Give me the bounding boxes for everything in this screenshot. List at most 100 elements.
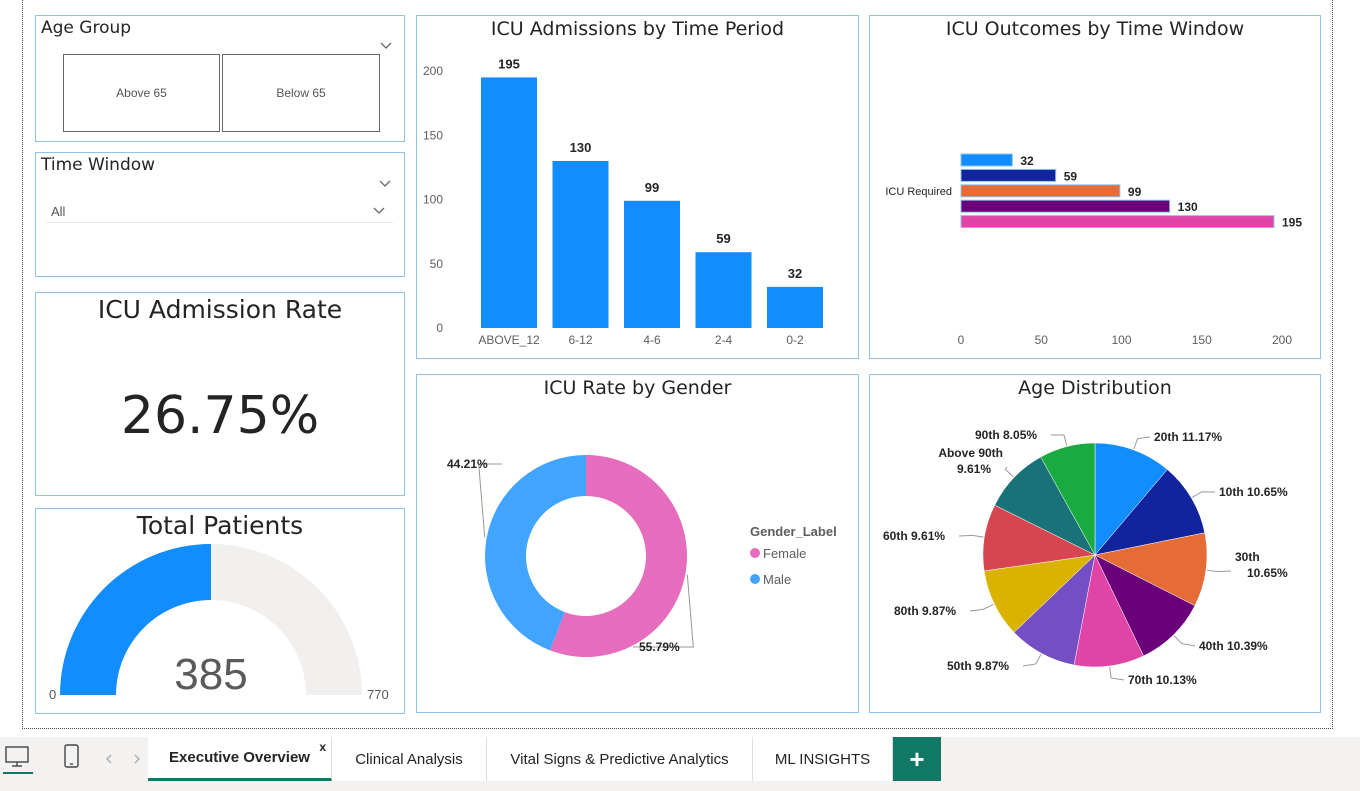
pie-slice[interactable] xyxy=(1094,442,1168,556)
age-distribution-pie-chart: 20th 11.17% 10th 10.65% 30th 10.65% 40th 10.… xyxy=(883,428,1288,687)
close-icon[interactable]: x xyxy=(319,740,326,754)
chevron-right-icon[interactable] xyxy=(130,737,144,777)
total-patients-card: Total Patients 385 0 770 xyxy=(35,508,405,714)
leader-line xyxy=(633,574,694,648)
bar[interactable] xyxy=(552,160,609,328)
x-tick-label: 0 xyxy=(958,333,965,347)
gauge-title: Total Patients xyxy=(136,511,304,540)
legend-marker xyxy=(750,548,760,558)
chart-title: Age Distribution xyxy=(1018,377,1172,399)
time-window-slicer: Time Window All xyxy=(35,152,405,277)
leader-line xyxy=(958,534,984,538)
leader-line xyxy=(1191,491,1216,498)
tab-label: Executive Overview xyxy=(169,749,310,766)
age-distribution-card: Age Distribution 20th 11.17% 10th 10.65% 3… xyxy=(869,374,1321,713)
add-page-button[interactable]: + xyxy=(893,737,941,781)
leader-line xyxy=(1109,666,1125,681)
gauge-chart: 385 0 770 xyxy=(49,544,389,702)
icu-admissions-bar-chart: 0 50 100 150 200 195 ABOVE_12 130 6-12 99 4-6 59 2-4… xyxy=(423,56,823,347)
tab-clinical-analysis[interactable]: Clinical Analysis xyxy=(332,737,487,781)
bar-value-label: 130 xyxy=(1178,200,1198,214)
age-group-option-below-65[interactable]: Below 65 xyxy=(222,54,380,132)
y-category-label: ICU Required xyxy=(885,186,952,198)
page-tab-bar: Executive Overview x Clinical Analysis V… xyxy=(0,737,1360,791)
report-canvas xyxy=(22,0,1333,729)
bar[interactable] xyxy=(960,153,1013,167)
legend-title: Gender_Label xyxy=(750,524,837,539)
chart-title: ICU Rate by Gender xyxy=(543,377,732,399)
time-window-selected: All xyxy=(51,204,66,219)
bar-value-label: 32 xyxy=(1020,154,1034,168)
y-tick-label: 150 xyxy=(423,128,443,142)
y-tick-label: 200 xyxy=(423,64,443,78)
donut-slice[interactable] xyxy=(550,455,687,657)
legend-label[interactable]: Male xyxy=(763,572,791,587)
donut-slice[interactable] xyxy=(485,455,586,651)
chevron-down-icon[interactable] xyxy=(378,179,392,189)
pie-slice[interactable] xyxy=(1040,442,1096,556)
tab-ml-insights[interactable]: ML INSIGHTS xyxy=(753,737,893,781)
bar[interactable] xyxy=(481,77,537,328)
kpi-value: 26.75% xyxy=(120,386,320,446)
bar[interactable] xyxy=(960,199,1171,213)
gauge-fill xyxy=(60,544,211,695)
pie-slice[interactable] xyxy=(1094,532,1208,606)
desktop-view-icon[interactable] xyxy=(0,737,36,777)
slice-label: Above 90th 9.61% xyxy=(938,446,1003,476)
time-window-dropdown[interactable]: All xyxy=(46,197,393,223)
chevron-down-icon[interactable] xyxy=(379,41,393,51)
bar[interactable] xyxy=(695,252,752,328)
kpi-title: ICU Admission Rate xyxy=(97,295,343,324)
slice-label: 40th 10.39% xyxy=(1199,639,1268,653)
bar[interactable] xyxy=(960,168,1057,182)
pie-slice[interactable] xyxy=(1094,469,1206,556)
y-tick-label: 0 xyxy=(436,321,443,335)
slice-label: 20th 11.17% xyxy=(1154,430,1222,444)
icu-admissions-bar-card: ICU Admissions by Time Period 0 50 100 150 2… xyxy=(416,15,859,359)
slice-label: 50th 9.87% xyxy=(947,659,1009,673)
legend-label[interactable]: Female xyxy=(763,546,806,561)
chart-title: ICU Outcomes by Time Window xyxy=(945,18,1245,40)
slice-label: 60th 9.61% xyxy=(883,529,945,543)
chevron-left-icon[interactable] xyxy=(102,737,116,777)
x-tick-label: 200 xyxy=(1272,333,1292,347)
bar-value-label: 99 xyxy=(1128,185,1142,199)
tab-vital-signs[interactable]: Vital Signs & Predictive Analytics xyxy=(487,737,753,781)
age-group-option-above-65[interactable]: Above 65 xyxy=(63,54,220,132)
gauge-max-label: 770 xyxy=(367,687,389,702)
bar[interactable] xyxy=(767,286,823,328)
slice-label: 44.21% xyxy=(447,457,488,471)
bar-value-label: 130 xyxy=(570,140,592,155)
bar-value-label: 195 xyxy=(1282,216,1302,230)
tab-label: Clinical Analysis xyxy=(355,750,463,768)
icu-admission-rate-card: ICU Admission Rate 26.75% xyxy=(35,292,405,496)
time-window-title: Time Window xyxy=(41,155,156,175)
leader-line xyxy=(1206,569,1232,573)
bar-value-label: 59 xyxy=(716,231,730,246)
x-tick-label: 4-6 xyxy=(643,333,661,347)
bar[interactable] xyxy=(960,215,1275,229)
slice-label: 10th 10.65% xyxy=(1219,485,1288,499)
leader-line xyxy=(1050,434,1068,446)
icu-outcomes-bar-chart: 0 50 100 150 200 32 59 99 130 195 ICU Required xyxy=(885,153,1302,347)
gauge-value: 385 xyxy=(174,650,247,699)
legend-marker xyxy=(750,574,760,584)
leader-line xyxy=(1173,635,1196,647)
x-tick-label: 50 xyxy=(1035,333,1049,347)
x-tick-label: 2-4 xyxy=(715,333,733,347)
pie-slice[interactable] xyxy=(1073,554,1144,668)
y-tick-label: 50 xyxy=(430,257,444,271)
gauge-min-label: 0 xyxy=(49,687,56,702)
bar[interactable] xyxy=(624,200,680,328)
slice-label: 70th 10.13% xyxy=(1128,673,1197,687)
leader-line xyxy=(1004,466,1014,478)
bar[interactable] xyxy=(960,184,1121,198)
icu-outcomes-card: ICU Outcomes by Time Window 0 50 100 150 200… xyxy=(869,15,1321,359)
y-tick-label: 100 xyxy=(423,193,443,207)
x-tick-label: 0-2 xyxy=(786,333,804,347)
tab-executive-overview[interactable]: Executive Overview x xyxy=(148,737,332,781)
slice-label: 55.79% xyxy=(639,640,680,654)
phone-view-icon[interactable] xyxy=(60,737,84,777)
pie-slice[interactable] xyxy=(1094,554,1196,657)
chevron-down-icon xyxy=(373,207,385,214)
